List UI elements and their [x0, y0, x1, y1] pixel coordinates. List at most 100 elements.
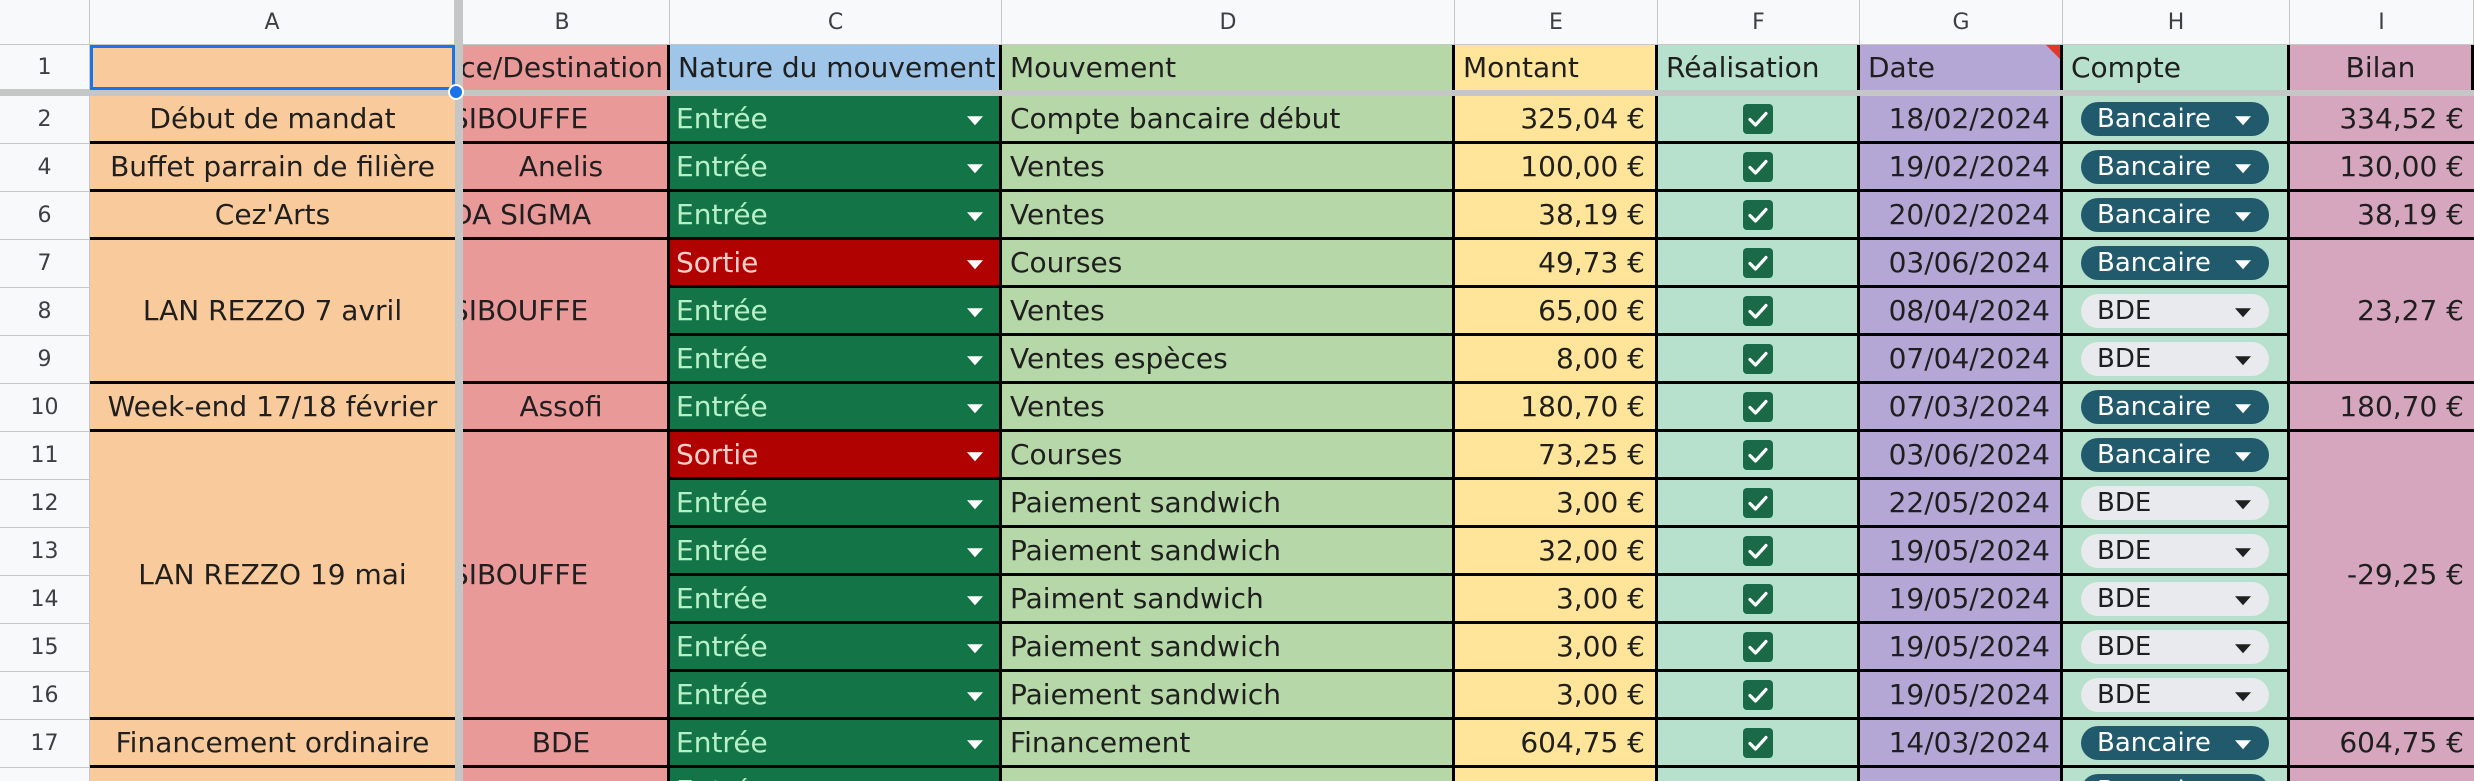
compte-cell[interactable]: Bancaire — [2063, 96, 2290, 144]
montant-cell[interactable]: 604,75 € — [1455, 720, 1658, 768]
source-cell[interactable]: SIBOUFFE — [455, 96, 670, 144]
row-header[interactable]: 4 — [0, 144, 90, 192]
realisation-cell[interactable] — [1658, 384, 1860, 432]
compte-dropdown[interactable]: Bancaire — [2081, 725, 2269, 760]
bilan-cell[interactable]: 130,00 € — [2290, 144, 2474, 192]
compte-dropdown[interactable]: Bancaire — [2081, 437, 2269, 472]
realisation-cell[interactable] — [1658, 288, 1860, 336]
montant-cell[interactable]: 8,00 € — [1455, 336, 1658, 384]
nature-dropdown-cell[interactable]: Entrée — [670, 672, 1002, 720]
column-header-I[interactable]: I — [2290, 0, 2474, 45]
select-all-corner[interactable] — [0, 0, 90, 45]
nature-dropdown-cell[interactable]: Entrée — [670, 480, 1002, 528]
date-cell[interactable]: 03/06/2024 — [1860, 240, 2063, 288]
mouvement-cell[interactable]: Courses — [1002, 240, 1455, 288]
nature-dropdown[interactable]: Entrée — [676, 144, 993, 189]
date-cell[interactable]: 20/02/2024 — [1860, 192, 2063, 240]
row-header[interactable]: 7 — [0, 240, 90, 288]
date-cell[interactable]: 14/03/2024 — [1860, 720, 2063, 768]
realisation-cell[interactable] — [1658, 624, 1860, 672]
checkbox-checked-icon[interactable] — [1742, 631, 1773, 662]
bilan-cell[interactable]: 23,27 € — [2290, 240, 2474, 384]
realisation-cell[interactable] — [1658, 672, 1860, 720]
nature-dropdown-cell[interactable]: Sortie — [670, 240, 1002, 288]
checkbox-checked-icon[interactable] — [1742, 439, 1773, 470]
nature-dropdown[interactable]: Entrée — [676, 480, 993, 525]
nature-dropdown[interactable]: Entrée — [676, 672, 993, 717]
date-cell[interactable]: 19/05/2024 — [1860, 576, 2063, 624]
row-header[interactable]: 13 — [0, 528, 90, 576]
mouvement-cell[interactable]: Paiement sandwich — [1002, 480, 1455, 528]
realisation-cell[interactable] — [1658, 528, 1860, 576]
compte-cell[interactable]: Bancaire — [2063, 192, 2290, 240]
compte-cell[interactable]: BDE — [2063, 336, 2290, 384]
montant-cell[interactable]: 100,00 € — [1455, 144, 1658, 192]
source-cell[interactable]: SIBOUFFE — [455, 432, 670, 720]
montant-cell[interactable]: 180,70 € — [1455, 384, 1658, 432]
column-header-G[interactable]: G — [1860, 0, 2063, 45]
mouvement-cell[interactable]: Paiment sandwich — [1002, 576, 1455, 624]
date-cell[interactable]: 03/06/2024 — [1860, 432, 2063, 480]
mouvement-cell[interactable]: Ventes — [1002, 192, 1455, 240]
mouvement-cell[interactable] — [1002, 768, 1455, 781]
compte-cell[interactable]: BDE — [2063, 576, 2290, 624]
header-cell-F[interactable]: Réalisation — [1658, 45, 1860, 90]
nature-dropdown[interactable]: Entrée — [676, 624, 993, 669]
checkbox-checked-icon[interactable] — [1742, 151, 1773, 182]
header-cell-G[interactable]: Date — [1860, 45, 2063, 90]
column-header-E[interactable]: E — [1455, 0, 1658, 45]
header-cell-A[interactable] — [90, 45, 455, 90]
date-cell[interactable]: 19/05/2024 — [1860, 672, 2063, 720]
compte-cell[interactable]: Bancaire — [2063, 432, 2290, 480]
checkbox-checked-icon[interactable] — [1742, 679, 1773, 710]
realisation-cell[interactable] — [1658, 576, 1860, 624]
nature-dropdown[interactable]: Entrée — [676, 576, 993, 621]
compte-dropdown[interactable]: BDE — [2081, 533, 2269, 568]
source-cell[interactable]: Assofi — [455, 384, 670, 432]
compte-dropdown[interactable]: Bancaire — [2081, 773, 2269, 781]
row-header[interactable]: 12 — [0, 480, 90, 528]
bilan-cell[interactable]: 334,52 € — [2290, 96, 2474, 144]
column-header-F[interactable]: F — [1658, 0, 1860, 45]
bilan-cell[interactable] — [2290, 768, 2474, 781]
checkbox-checked-icon[interactable] — [1742, 583, 1773, 614]
realisation-cell[interactable] — [1658, 144, 1860, 192]
bilan-cell[interactable]: 38,19 € — [2290, 192, 2474, 240]
nature-dropdown-cell[interactable]: Entrée — [670, 624, 1002, 672]
realisation-cell[interactable] — [1658, 240, 1860, 288]
montant-cell[interactable]: 3,00 € — [1455, 480, 1658, 528]
date-cell[interactable]: 08/04/2024 — [1860, 288, 2063, 336]
realisation-cell[interactable] — [1658, 96, 1860, 144]
header-cell-B[interactable]: ce/Destination — [455, 45, 670, 90]
nature-dropdown-cell[interactable]: Sortie — [670, 432, 1002, 480]
compte-dropdown[interactable]: Bancaire — [2081, 197, 2269, 232]
bilan-cell[interactable]: 180,70 € — [2290, 384, 2474, 432]
montant-cell[interactable]: 38,19 € — [1455, 192, 1658, 240]
nature-dropdown[interactable]: Sortie — [676, 432, 993, 477]
realisation-cell[interactable] — [1658, 336, 1860, 384]
selected-cell-A1[interactable] — [90, 45, 455, 90]
compte-cell[interactable]: Bancaire — [2063, 720, 2290, 768]
nature-dropdown-cell[interactable]: Entrée — [670, 720, 1002, 768]
row-header[interactable]: 9 — [0, 336, 90, 384]
nature-dropdown[interactable]: Sortie — [676, 240, 993, 285]
event-cell[interactable]: LAN REZZO 7 avril — [90, 240, 455, 384]
source-cell[interactable]: SIBOUFFE — [455, 240, 670, 384]
compte-dropdown[interactable]: BDE — [2081, 293, 2269, 328]
compte-cell[interactable]: BDE — [2063, 288, 2290, 336]
date-cell[interactable]: 18/02/2024 — [1860, 96, 2063, 144]
date-cell[interactable]: 07/04/2024 — [1860, 336, 2063, 384]
compte-dropdown[interactable]: BDE — [2081, 629, 2269, 664]
row-header[interactable]: 11 — [0, 432, 90, 480]
header-cell-C[interactable]: Nature du mouvement — [670, 45, 1002, 90]
header-cell-E[interactable]: Montant — [1455, 45, 1658, 90]
row-header[interactable] — [0, 768, 90, 781]
date-cell[interactable] — [1860, 768, 2063, 781]
nature-dropdown[interactable]: Entrée — [676, 192, 993, 237]
checkbox-checked-icon[interactable] — [1742, 247, 1773, 278]
nature-dropdown-cell[interactable]: Entrée — [670, 192, 1002, 240]
nature-dropdown-cell[interactable]: Entrée — [670, 768, 1002, 781]
event-cell[interactable]: Buffet parrain de filière — [90, 144, 455, 192]
nature-dropdown[interactable]: Entrée — [676, 768, 993, 781]
montant-cell[interactable]: 65,00 € — [1455, 288, 1658, 336]
